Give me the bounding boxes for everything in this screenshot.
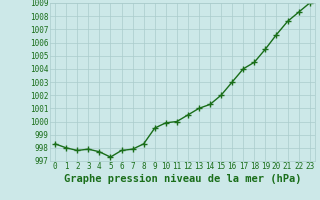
X-axis label: Graphe pression niveau de la mer (hPa): Graphe pression niveau de la mer (hPa) [64,174,301,184]
